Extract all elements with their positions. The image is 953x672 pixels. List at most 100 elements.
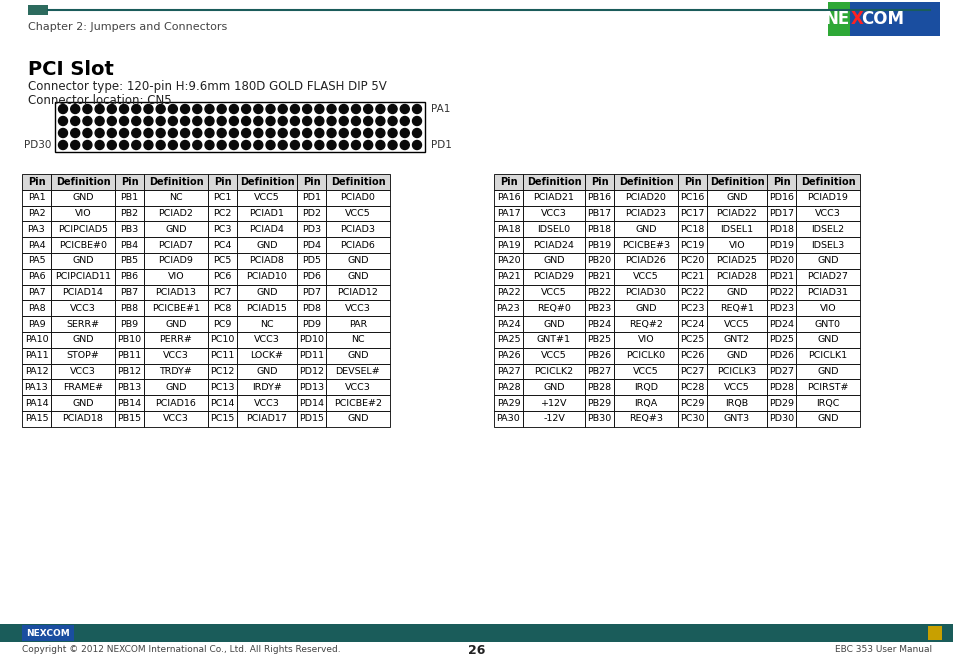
Bar (208, 174, 236, 190)
Text: IRDY#: IRDY# (252, 383, 282, 392)
Circle shape (193, 116, 202, 126)
Bar (22, 237, 51, 253)
Text: DEVSEL#: DEVSEL# (335, 367, 380, 376)
Bar (494, 300, 522, 317)
Text: GNT#1: GNT#1 (537, 335, 571, 345)
Bar (144, 332, 208, 348)
Text: VCC3: VCC3 (540, 209, 566, 218)
Circle shape (132, 105, 141, 114)
Text: PCIAD22: PCIAD22 (716, 209, 757, 218)
Bar (144, 190, 208, 206)
Circle shape (108, 140, 116, 149)
Text: PA7: PA7 (28, 288, 45, 297)
Bar (584, 380, 614, 395)
Bar (795, 190, 859, 206)
Text: PA18: PA18 (497, 225, 519, 234)
Bar (236, 300, 296, 317)
Circle shape (327, 116, 335, 126)
Circle shape (168, 116, 177, 126)
Text: PCIAD21: PCIAD21 (533, 194, 574, 202)
Bar (706, 237, 766, 253)
Text: PCIAD28: PCIAD28 (716, 272, 757, 281)
Bar (614, 190, 678, 206)
Text: PA17: PA17 (497, 209, 519, 218)
Bar (766, 300, 795, 317)
Text: PC13: PC13 (210, 383, 234, 392)
Text: Chapter 2: Jumpers and Connectors: Chapter 2: Jumpers and Connectors (28, 22, 227, 32)
Bar (522, 411, 584, 427)
Bar (614, 285, 678, 300)
Text: PCICLK2: PCICLK2 (534, 367, 573, 376)
Bar (208, 348, 236, 364)
Bar (51, 317, 115, 332)
Bar (678, 206, 706, 221)
Circle shape (302, 128, 312, 138)
Circle shape (119, 128, 129, 138)
Text: PD20: PD20 (768, 257, 793, 265)
Bar (494, 364, 522, 380)
Text: PC9: PC9 (213, 320, 232, 329)
Bar (296, 237, 326, 253)
Circle shape (278, 105, 287, 114)
Bar (0, 624, 953, 642)
Bar (614, 206, 678, 221)
Text: PA25: PA25 (497, 335, 519, 345)
Bar (584, 269, 614, 285)
Text: Pin: Pin (302, 177, 320, 187)
Circle shape (144, 105, 152, 114)
Bar (795, 317, 859, 332)
Circle shape (278, 140, 287, 149)
Text: PB17: PB17 (587, 209, 611, 218)
Text: PB22: PB22 (587, 288, 611, 297)
Text: PD8: PD8 (302, 304, 320, 312)
Bar (766, 253, 795, 269)
Text: PA4: PA4 (28, 241, 45, 249)
Bar (706, 348, 766, 364)
Circle shape (266, 128, 274, 138)
Circle shape (412, 105, 421, 114)
Text: REQ#0: REQ#0 (537, 304, 570, 312)
Text: VCC3: VCC3 (345, 304, 371, 312)
Circle shape (339, 105, 348, 114)
Bar (326, 190, 390, 206)
Text: GND: GND (165, 225, 187, 234)
Bar (22, 348, 51, 364)
Text: PC5: PC5 (213, 257, 232, 265)
Text: PC10: PC10 (210, 335, 234, 345)
Text: VCC3: VCC3 (70, 304, 96, 312)
Text: PCIAD29: PCIAD29 (533, 272, 574, 281)
Bar (614, 364, 678, 380)
Circle shape (290, 116, 299, 126)
Bar (706, 206, 766, 221)
Bar (144, 253, 208, 269)
Bar (22, 206, 51, 221)
Bar (614, 300, 678, 317)
Circle shape (290, 128, 299, 138)
Circle shape (205, 105, 213, 114)
Bar (208, 411, 236, 427)
Text: PD12: PD12 (298, 367, 324, 376)
Text: IDSEL2: IDSEL2 (811, 225, 843, 234)
Text: PCICBE#2: PCICBE#2 (334, 398, 381, 408)
Text: PCIAD24: PCIAD24 (533, 241, 574, 249)
Text: PB28: PB28 (587, 383, 611, 392)
Circle shape (132, 128, 141, 138)
Text: PCIAD17: PCIAD17 (246, 415, 287, 423)
Bar (208, 221, 236, 237)
Text: IRQC: IRQC (816, 398, 839, 408)
Text: PC16: PC16 (679, 194, 704, 202)
Circle shape (205, 116, 213, 126)
Text: PCIAD31: PCIAD31 (806, 288, 847, 297)
Bar (296, 395, 326, 411)
Text: VCC5: VCC5 (723, 320, 749, 329)
Bar (208, 332, 236, 348)
Bar (795, 237, 859, 253)
Bar (706, 411, 766, 427)
Bar (678, 190, 706, 206)
Circle shape (144, 116, 152, 126)
Text: PB11: PB11 (117, 351, 141, 360)
Bar (706, 395, 766, 411)
Bar (678, 411, 706, 427)
Text: Definition: Definition (709, 177, 763, 187)
Bar (795, 285, 859, 300)
